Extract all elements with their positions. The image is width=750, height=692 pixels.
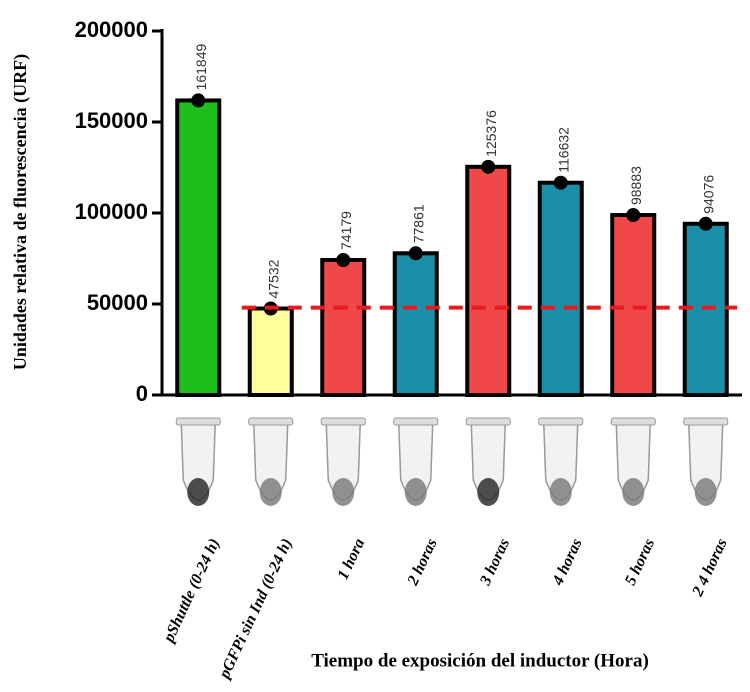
bar [395, 253, 437, 395]
x-axis-title: Tiempo de exposición del inductor (Hora) [311, 650, 649, 671]
tube-cap [394, 418, 438, 425]
bar-point [336, 253, 350, 267]
tube-cap [176, 418, 220, 425]
tube-cap [684, 418, 728, 425]
tube-cap [249, 418, 293, 425]
bar [540, 183, 582, 395]
x-tick-label: pShuttle (0-24 h) [160, 536, 224, 647]
y-tick-label: 150000 [75, 108, 148, 133]
tube-content [477, 478, 499, 506]
bar [250, 308, 292, 395]
y-axis-title: Unidades relativa de fluorescencia (URF) [10, 54, 31, 370]
bar-point [699, 217, 713, 231]
tube-content [260, 478, 282, 506]
x-tick-label: 3 horas [477, 536, 514, 589]
y-tick-label: 0 [136, 381, 148, 406]
bar [322, 260, 364, 395]
bar [177, 100, 219, 395]
bar [467, 167, 509, 395]
value-label: 77861 [410, 204, 426, 243]
value-label: 125376 [483, 110, 499, 157]
x-tick-label: pGFPi sin Ind (0-24 h) [215, 536, 296, 683]
y-tick-label: 50000 [87, 290, 148, 315]
bar [612, 215, 654, 395]
bar-point [481, 160, 495, 174]
value-label: 98883 [628, 166, 644, 205]
value-label: 116632 [555, 127, 571, 173]
bar-point [191, 93, 205, 107]
tube-content [332, 478, 354, 506]
value-label: 161849 [193, 44, 209, 91]
tube-content [405, 478, 427, 506]
bar-point [554, 176, 568, 190]
tube-content [622, 478, 644, 506]
bar-point [409, 246, 423, 260]
x-tick-label: 5 horas [622, 536, 658, 588]
value-label: 74179 [338, 211, 354, 250]
x-tick-label: 2 horas [404, 536, 441, 589]
y-tick-label: 100000 [75, 199, 148, 224]
tube-cap [466, 418, 510, 425]
y-tick-label: 200000 [75, 17, 148, 42]
tube-content [695, 478, 717, 506]
tube-cap [321, 418, 365, 425]
tube-content [550, 478, 572, 506]
tube-cap [611, 418, 655, 425]
tube-cap [539, 418, 583, 425]
tube-content [187, 478, 209, 506]
x-tick-label: 2 4 horas [689, 536, 731, 600]
value-label: 94076 [700, 175, 716, 214]
x-tick-label: 4 horas [549, 536, 586, 589]
bar-point [626, 208, 640, 222]
value-label: 47532 [265, 259, 281, 298]
x-tick-label: 1 hora [335, 536, 369, 582]
chart: Unidades relativa de fluorescencia (URF)… [0, 0, 750, 692]
